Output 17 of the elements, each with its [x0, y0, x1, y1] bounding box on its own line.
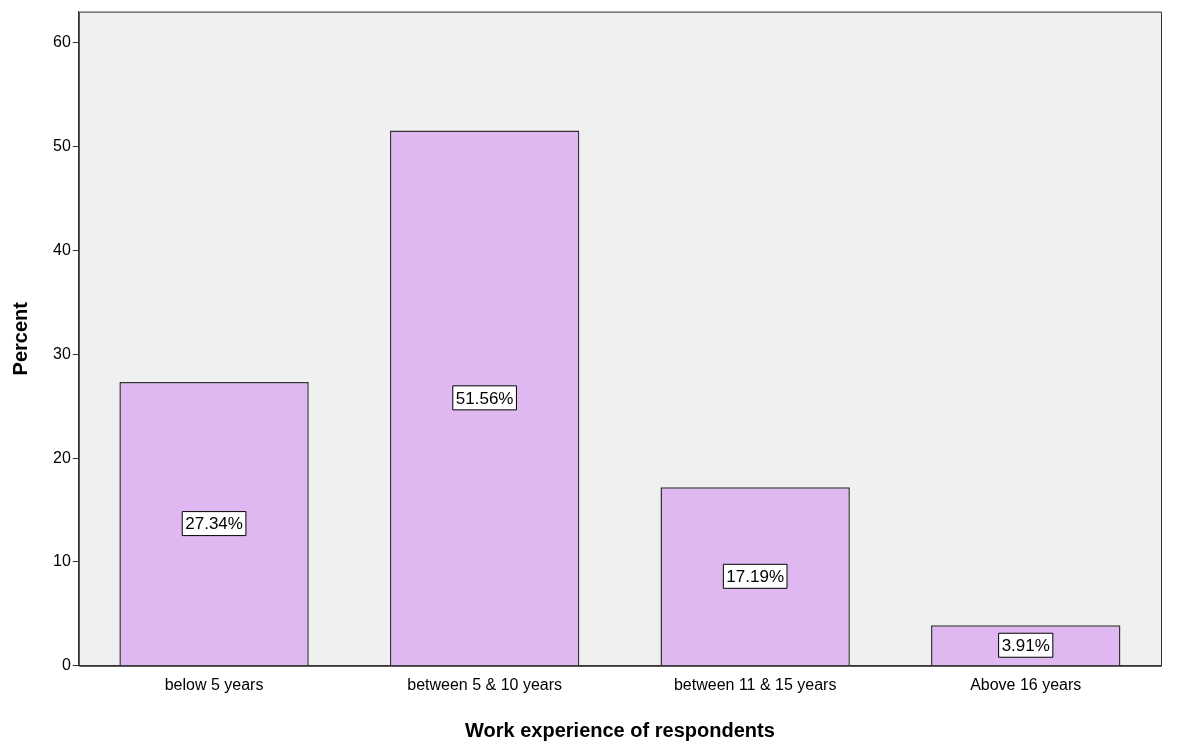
y-tick-label: 20 [53, 448, 71, 466]
y-tick-label: 60 [53, 33, 71, 51]
data-label: 27.34% [185, 514, 243, 534]
x-tick-label: Above 16 years [970, 675, 1082, 693]
y-tick-label: 10 [53, 552, 71, 570]
x-tick-label: between 11 & 15 years [673, 675, 837, 693]
y-tick-label: 40 [53, 240, 71, 258]
data-label: 17.19% [726, 566, 785, 586]
y-tick-label: 50 [53, 137, 71, 154]
y-tick-label: 30 [53, 344, 71, 362]
y-axis-title: Percent [8, 301, 31, 376]
y-tick-label: 0 [61, 656, 71, 674]
x-axis-title: Work experience of respondents [465, 718, 775, 741]
x-tick-label: between 5 & 10 years [407, 675, 563, 693]
data-label: 3.91% [1001, 635, 1050, 655]
x-tick-label: below 5 years [164, 675, 264, 693]
data-label: 51.56% [455, 388, 514, 408]
